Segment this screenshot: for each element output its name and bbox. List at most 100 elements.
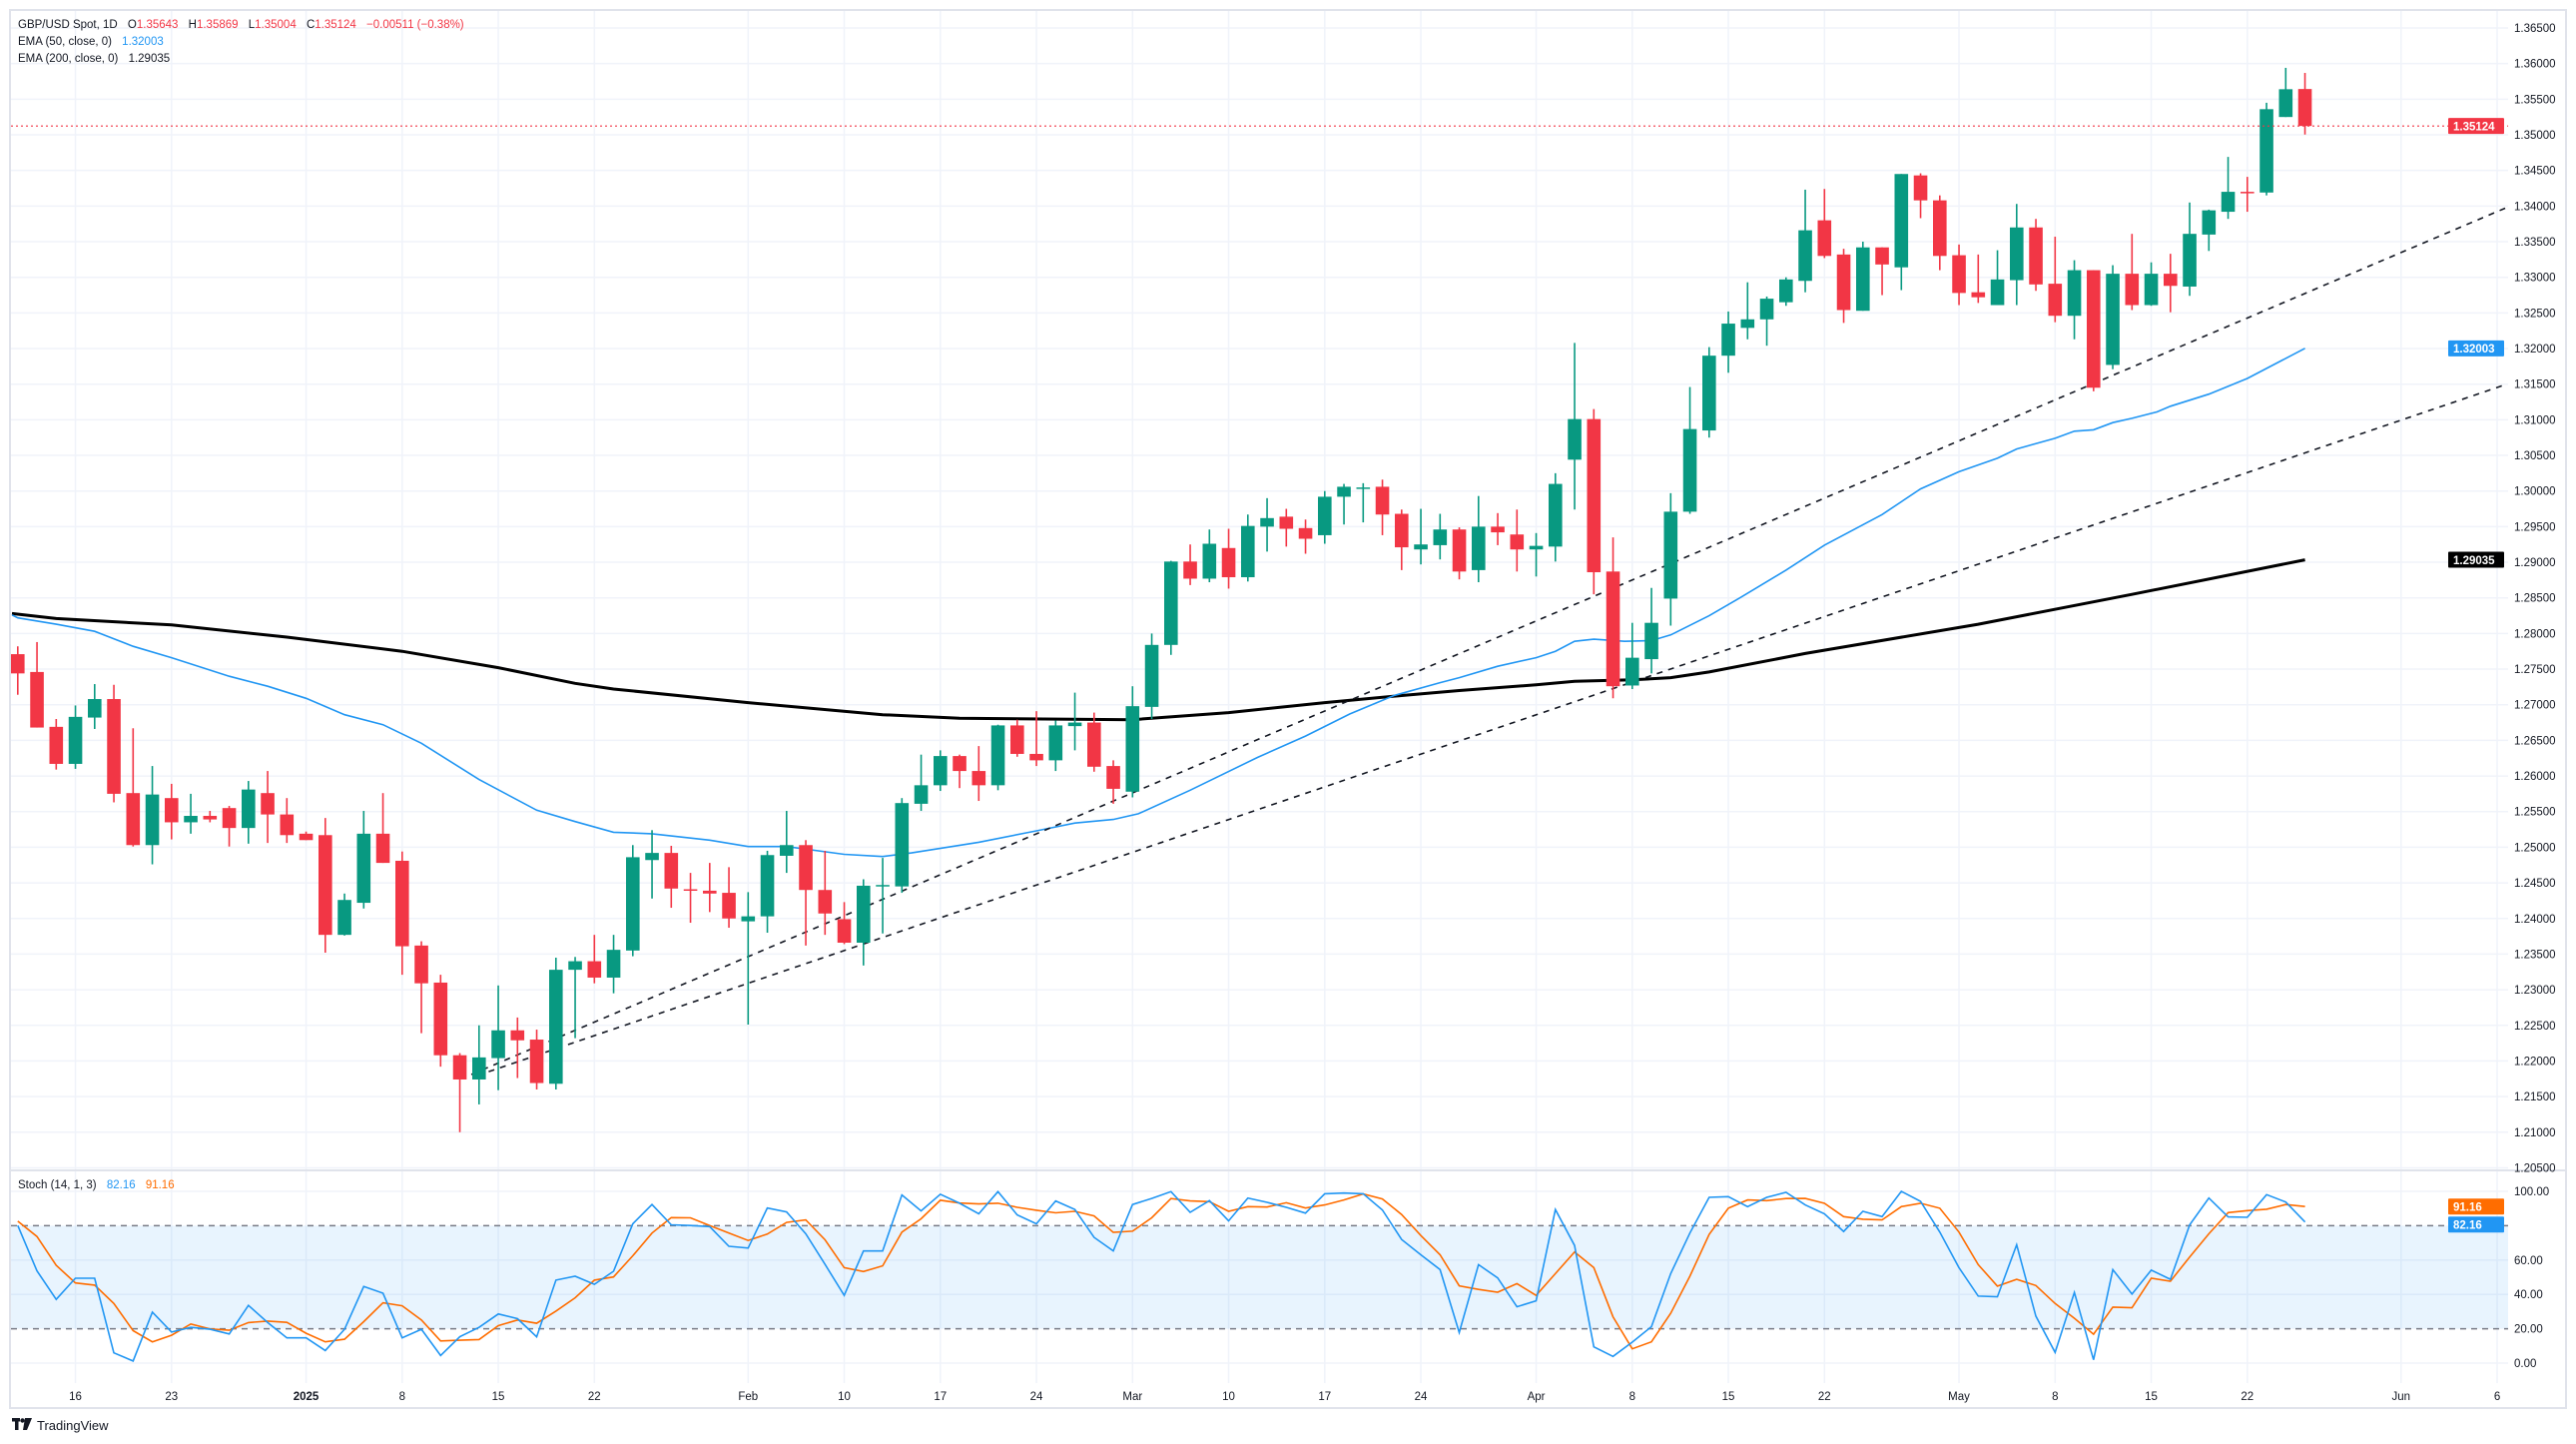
candle-down[interactable] xyxy=(971,746,986,802)
candle-down[interactable] xyxy=(165,783,179,840)
candle-down[interactable] xyxy=(1298,519,1313,554)
candle-up[interactable] xyxy=(1702,347,1716,438)
candle-down[interactable] xyxy=(1010,719,1024,757)
candle-up[interactable] xyxy=(1241,514,1255,582)
candle-down[interactable] xyxy=(11,646,25,695)
candle-up[interactable] xyxy=(184,793,198,834)
candle-up[interactable] xyxy=(1759,296,1774,347)
candle-down[interactable] xyxy=(818,850,833,936)
candle-up[interactable] xyxy=(626,845,640,957)
candle-down[interactable] xyxy=(299,831,314,841)
candle-up[interactable] xyxy=(2259,102,2273,196)
candle-down[interactable] xyxy=(107,684,121,803)
candle-up[interactable] xyxy=(1067,692,1082,751)
candle-up[interactable] xyxy=(1318,490,1332,544)
candle-up[interactable] xyxy=(2067,260,2082,340)
candle-down[interactable] xyxy=(587,935,602,984)
candle-down[interactable] xyxy=(1606,537,1620,699)
candle-down[interactable] xyxy=(1106,760,1120,804)
candle-down[interactable] xyxy=(1375,479,1390,535)
candle-up[interactable] xyxy=(645,830,659,899)
candle-down[interactable] xyxy=(280,798,295,844)
candle-up[interactable] xyxy=(1549,472,1563,562)
candle-down[interactable] xyxy=(1029,711,1043,767)
candle-up[interactable] xyxy=(88,684,102,729)
candle-up[interactable] xyxy=(760,850,775,934)
candle-down[interactable] xyxy=(375,793,390,864)
candle-up[interactable] xyxy=(2221,157,2236,220)
ema50-legend[interactable]: EMA (50, close, 0) 1.32003 xyxy=(18,35,164,49)
candle-up[interactable] xyxy=(568,957,582,1039)
candle-up[interactable] xyxy=(2144,262,2159,307)
candle-down[interactable] xyxy=(2164,254,2178,313)
stoch-pane[interactable] xyxy=(17,1189,2306,1362)
candle-up[interactable] xyxy=(1740,282,1755,340)
candle-down[interactable] xyxy=(2087,270,2101,391)
candle-down[interactable] xyxy=(30,641,44,728)
candle-up[interactable] xyxy=(1529,532,1544,577)
candle-down[interactable] xyxy=(1452,527,1467,580)
main-pane[interactable] xyxy=(11,67,2508,1132)
candle-down[interactable] xyxy=(1875,247,1889,296)
candle-down[interactable] xyxy=(1491,512,1505,545)
candle-down[interactable] xyxy=(1952,244,1966,306)
candle-up[interactable] xyxy=(1625,622,1639,690)
candle-up[interactable] xyxy=(780,811,794,874)
candle-down[interactable] xyxy=(433,975,448,1068)
candle-up[interactable] xyxy=(914,754,929,812)
candle-down[interactable] xyxy=(1279,508,1294,547)
candle-up[interactable] xyxy=(1568,343,1582,510)
candle-up[interactable] xyxy=(1856,242,1870,312)
candle-down[interactable] xyxy=(664,845,679,909)
candle-down[interactable] xyxy=(722,867,736,929)
price-axis[interactable]: 1.36500 1.36000 1.35500 1.35000 1.34500 1.340… xyxy=(2514,23,2556,1174)
candle-up[interactable] xyxy=(1164,560,1178,655)
candle-up[interactable] xyxy=(990,724,1005,791)
candle-up[interactable] xyxy=(1894,174,1909,291)
candle-up[interactable] xyxy=(934,750,948,792)
candle-up[interactable] xyxy=(876,858,890,934)
candle-up[interactable] xyxy=(2106,265,2120,369)
candle-up[interactable] xyxy=(1144,633,1159,719)
candle-up[interactable] xyxy=(68,705,83,769)
tradingview-branding[interactable]: TradingView xyxy=(12,1418,109,1433)
candle-down[interactable] xyxy=(1913,173,1928,219)
candle-up[interactable] xyxy=(1721,311,1735,373)
candle-up[interactable] xyxy=(741,892,756,1026)
candle-down[interactable] xyxy=(703,863,717,913)
candle-down[interactable] xyxy=(126,728,141,847)
candle-down[interactable] xyxy=(414,941,428,1034)
candle-up[interactable] xyxy=(2278,67,2293,118)
candle-up[interactable] xyxy=(2010,204,2024,306)
candle-down[interactable] xyxy=(953,754,966,789)
candle-down[interactable] xyxy=(1510,509,1525,572)
candle-down[interactable] xyxy=(49,718,64,770)
candle-up[interactable] xyxy=(1472,495,1486,583)
candle-down[interactable] xyxy=(1971,254,1986,304)
candle-down[interactable] xyxy=(510,1017,525,1079)
candle-down[interactable] xyxy=(2048,237,2063,323)
candle-down[interactable] xyxy=(203,811,218,823)
candle-up[interactable] xyxy=(1356,482,1371,523)
candle-down[interactable] xyxy=(683,873,698,924)
candle-down[interactable] xyxy=(261,771,275,844)
candle-down[interactable] xyxy=(1221,528,1236,589)
candle-up[interactable] xyxy=(1125,686,1140,798)
candle-up[interactable] xyxy=(1663,492,1678,626)
candle-up[interactable] xyxy=(895,798,910,894)
stoch-axis[interactable]: 100.00 60.00 40.00 20.00 0.00 xyxy=(2514,1186,2549,1370)
candle-up[interactable] xyxy=(2202,209,2217,252)
time-axis[interactable]: 16 23 2025 8 15 22 Feb 10 17 24 Mar 10 17 24 Apr 8 15 22 M… xyxy=(69,1391,2500,1403)
candle-down[interactable] xyxy=(319,818,332,953)
candle-down[interactable] xyxy=(2241,177,2254,213)
candle-up[interactable] xyxy=(1337,483,1351,525)
candle-up[interactable] xyxy=(1798,189,1812,293)
candle-down[interactable] xyxy=(1183,544,1197,585)
candle-up[interactable] xyxy=(1202,529,1217,583)
candle-down[interactable] xyxy=(222,806,237,847)
candle-down[interactable] xyxy=(452,1053,467,1132)
stoch-legend[interactable]: Stoch (14, 1, 3) 82.16 91.16 xyxy=(18,1178,175,1192)
candle-down[interactable] xyxy=(1817,189,1832,259)
candle-up[interactable] xyxy=(1433,513,1448,560)
candle-up[interactable] xyxy=(606,935,621,994)
